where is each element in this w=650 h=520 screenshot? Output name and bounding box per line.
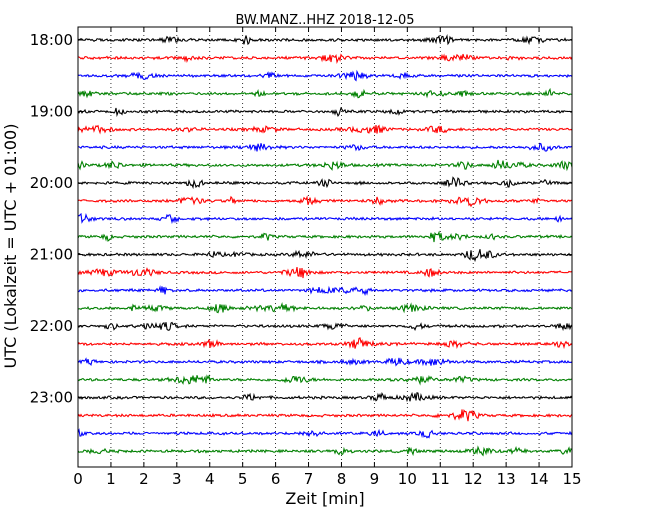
- seismogram-trace: [77, 142, 573, 152]
- seismogram-trace: [77, 445, 573, 457]
- y-tick-label: 23:00: [30, 389, 73, 407]
- y-axis-label: UTC (Lokalzeit = UTC + 01:00): [1, 124, 20, 369]
- seismogram-trace: [77, 53, 573, 64]
- seismogram-trace: [77, 428, 573, 439]
- seismogram-trace: [77, 391, 573, 403]
- y-tick-label: 21:00: [30, 246, 73, 264]
- seismogram-trace: [77, 374, 573, 386]
- x-tick-label: 14: [530, 470, 549, 488]
- x-axis-ticks: 0 1 2 3 4 5 6 7 8 9 10 11 12 13 14 15: [73, 27, 582, 488]
- x-tick-label: 15: [562, 470, 581, 488]
- seismogram-trace: [77, 159, 573, 172]
- plot-frame: [77, 26, 573, 468]
- x-tick-label: 8: [337, 470, 347, 488]
- seismogram-trace: [77, 124, 573, 135]
- seismogram-trace: [77, 337, 573, 350]
- x-tick-label: 13: [497, 470, 516, 488]
- traces: [77, 34, 573, 457]
- x-tick-label: 5: [238, 470, 248, 488]
- seismogram-trace: [77, 409, 573, 422]
- x-tick-label: 7: [304, 470, 314, 488]
- seismogram-trace: [77, 285, 573, 297]
- seismogram-trace: [77, 266, 573, 279]
- seismogram-trace: [77, 321, 573, 332]
- y-tick-label: 18:00: [30, 31, 73, 49]
- seismogram-trace: [77, 230, 573, 243]
- y-tick-label: 20:00: [30, 174, 73, 192]
- chart-title: BW.MANZ..HHZ 2018-12-05: [235, 13, 414, 28]
- seismogram-trace: [77, 195, 573, 208]
- x-tick-label: 6: [271, 470, 281, 488]
- seismogram-trace: [77, 176, 573, 190]
- x-tick-label: 3: [172, 470, 182, 488]
- x-tick-label: 1: [106, 470, 116, 488]
- seismogram-trace: [77, 249, 573, 263]
- y-axis-ticks: 18:00 19:00 20:00 21:00 22:00 23:00: [30, 31, 572, 407]
- grid-lines: [110, 27, 540, 467]
- seismogram-trace: [77, 106, 573, 118]
- x-tick-label: 11: [431, 470, 450, 488]
- seismogram-trace: [77, 357, 573, 367]
- seismogram-trace: [77, 301, 573, 314]
- x-axis-label: Zeit [min]: [285, 489, 364, 508]
- seismogram-trace: [77, 34, 573, 46]
- x-tick-label: 12: [464, 470, 483, 488]
- x-tick-label: 9: [370, 470, 380, 488]
- x-tick-label: 4: [205, 470, 215, 488]
- seismogram-trace: [77, 87, 573, 99]
- seismogram-trace: [77, 212, 573, 225]
- x-tick-label: 0: [73, 470, 83, 488]
- seismogram-trace: [77, 69, 573, 82]
- x-tick-label: 2: [139, 470, 149, 488]
- y-tick-label: 19:00: [30, 103, 73, 121]
- x-tick-label: 10: [398, 470, 417, 488]
- y-tick-label: 22:00: [30, 317, 73, 335]
